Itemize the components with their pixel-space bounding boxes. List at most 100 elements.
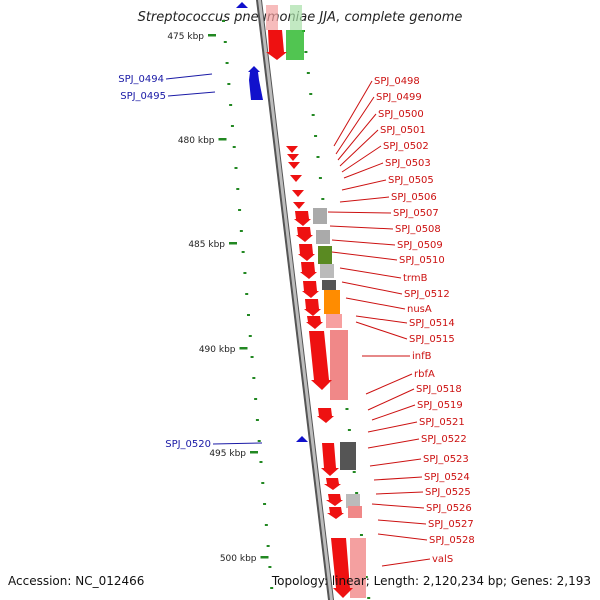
- gene-label[interactable]: SPJ_0500: [378, 109, 424, 120]
- gene-label[interactable]: SPJ_0503: [385, 158, 431, 169]
- tick-mark: [257, 440, 261, 442]
- tick-mark: [268, 566, 272, 568]
- gene-shade-block: [318, 246, 332, 264]
- label-connector: [355, 321, 408, 340]
- gene-label[interactable]: SPJ_0499: [376, 92, 422, 103]
- forward-gene-arrow[interactable]: [298, 244, 315, 261]
- gene-label[interactable]: SPJ_0506: [391, 192, 437, 203]
- genome-axis: [256, 0, 334, 600]
- label-connector: [365, 373, 413, 395]
- forward-gene-arrow[interactable]: [327, 507, 344, 519]
- gene-label[interactable]: SPJ_0507: [393, 208, 439, 219]
- gene-label[interactable]: trmB: [403, 273, 428, 284]
- gene-label[interactable]: rbfA: [414, 369, 435, 380]
- forward-gene-arrow[interactable]: [306, 316, 323, 329]
- tick-mark: [345, 408, 349, 410]
- gene-label[interactable]: SPJ_0518: [416, 384, 462, 395]
- gene-shade-block: [348, 506, 362, 518]
- label-connector: [339, 129, 379, 167]
- gene-label[interactable]: SPJ_0510: [399, 255, 445, 266]
- forward-gene-arrow[interactable]: [300, 262, 317, 279]
- gene-label[interactable]: SPJ_0502: [383, 141, 429, 152]
- tick-mark: [359, 534, 363, 536]
- tick-mark: [227, 83, 231, 85]
- forward-gene-arrow[interactable]: [324, 478, 341, 490]
- tick-mark: [245, 293, 249, 295]
- gene-label[interactable]: SPJ_0521: [419, 417, 465, 428]
- tick-mark: [243, 272, 247, 274]
- gene-label[interactable]: SPJ_0524: [424, 472, 470, 483]
- gene-label[interactable]: nusA: [407, 304, 432, 315]
- gene-label[interactable]: SPJ_0519: [417, 400, 463, 411]
- scale-tick: [218, 138, 227, 141]
- tick-mark: [252, 377, 256, 379]
- gene-label[interactable]: SPJ_0526: [426, 503, 472, 514]
- forward-gene-arrow[interactable]: [317, 408, 334, 423]
- gene-label[interactable]: SPJ_0522: [421, 434, 467, 445]
- tick-mark: [230, 125, 234, 127]
- forward-gene-arrow[interactable]: [293, 202, 305, 209]
- forward-gene-arrow[interactable]: [304, 299, 321, 316]
- gene-label[interactable]: SPJ_0509: [397, 240, 443, 251]
- scale-label: 490 kbp: [199, 345, 236, 355]
- gene-label[interactable]: SPJ_0525: [425, 487, 471, 498]
- gene-label[interactable]: SPJ_0515: [409, 334, 455, 345]
- forward-gene-arrow[interactable]: [296, 227, 313, 242]
- gene-shade-block: [330, 330, 348, 400]
- gene-label[interactable]: SPJ_0528: [429, 535, 475, 546]
- reverse-gene-arrow[interactable]: [249, 80, 263, 100]
- gene-label[interactable]: SPJ_0495: [120, 91, 166, 102]
- gene-shade-block: [266, 5, 278, 30]
- gene-label[interactable]: SPJ_0508: [395, 224, 441, 235]
- label-connector: [339, 196, 390, 203]
- forward-gene-arrow[interactable]: [309, 331, 332, 390]
- label-connector: [341, 179, 387, 191]
- gene-label[interactable]: SPJ_0527: [428, 519, 474, 530]
- tick-mark: [318, 177, 322, 179]
- tick-mark: [306, 72, 310, 74]
- label-connector: [373, 476, 423, 481]
- reverse-gene-arrow[interactable]: [236, 2, 248, 8]
- tick-mark: [248, 335, 252, 337]
- tick-mark: [238, 209, 242, 211]
- gene-label[interactable]: SPJ_0498: [374, 76, 420, 87]
- gene-label[interactable]: infB: [412, 351, 432, 362]
- forward-gene-arrow[interactable]: [326, 494, 343, 506]
- gene-label[interactable]: SPJ_0501: [380, 125, 426, 136]
- forward-gene-arrow[interactable]: [321, 443, 339, 476]
- scale-tick: [239, 347, 248, 350]
- forward-gene-arrow[interactable]: [266, 30, 287, 60]
- tick-mark: [246, 314, 250, 316]
- gene-label[interactable]: SPJ_0520: [165, 439, 211, 450]
- forward-gene-arrow[interactable]: [292, 190, 304, 197]
- tick-mark: [225, 62, 229, 64]
- forward-gene-arrow[interactable]: [288, 162, 300, 169]
- tick-mark: [255, 419, 259, 421]
- label-connector: [341, 281, 403, 295]
- forward-gene-arrow[interactable]: [287, 154, 299, 161]
- forward-gene-arrow[interactable]: [290, 175, 302, 182]
- scale-bar: 475 kbp 480 kbp 485 kbp 490 kbp 495 kbp 500 k…: [167, 32, 269, 564]
- gene-label[interactable]: valS: [432, 554, 453, 565]
- gene-label[interactable]: SPJ_0523: [423, 454, 469, 465]
- forward-gene-arrow[interactable]: [302, 281, 319, 298]
- label-connector: [375, 491, 424, 495]
- label-connector: [212, 442, 263, 445]
- label-connector: [377, 533, 428, 541]
- scale-tick: [260, 556, 269, 559]
- gene-label[interactable]: SPJ_0494: [118, 74, 164, 85]
- label-connector: [377, 519, 427, 525]
- forward-gene-arrow[interactable]: [331, 538, 353, 598]
- forward-gene-arrow[interactable]: [286, 146, 298, 153]
- label-connector: [327, 211, 392, 214]
- forward-gene-arrow[interactable]: [294, 211, 311, 226]
- gene-label[interactable]: SPJ_0505: [388, 175, 434, 186]
- reverse-gene-arrow[interactable]: [248, 66, 260, 80]
- gene-label[interactable]: SPJ_0512: [404, 289, 450, 300]
- tick-mark: [367, 597, 371, 599]
- reverse-gene-arrow[interactable]: [296, 436, 308, 442]
- tick-mark: [347, 429, 351, 431]
- gene-label[interactable]: SPJ_0514: [409, 318, 455, 329]
- gene-shade-block: [350, 538, 366, 598]
